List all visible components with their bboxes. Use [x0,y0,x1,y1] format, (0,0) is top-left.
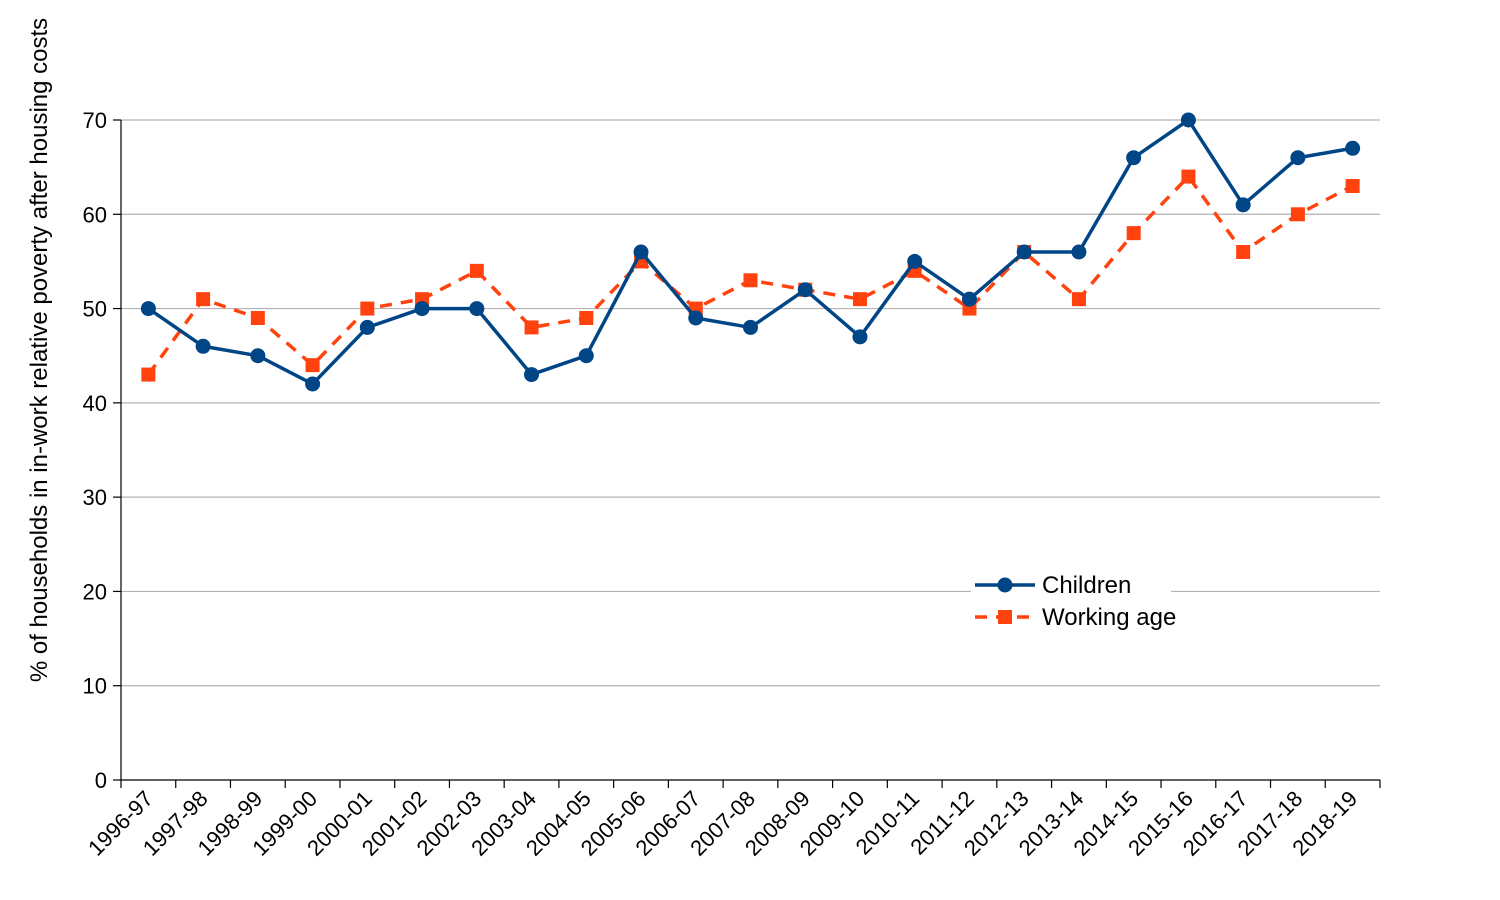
data-point [359,319,375,335]
y-tick-label: 0 [95,768,107,793]
legend-item: Children [975,572,1131,599]
data-point [196,292,211,307]
gridlines [121,119,1380,687]
data-point [743,319,758,335]
data-point [1071,244,1087,260]
legend-label: Working age [1042,604,1176,631]
data-point [1345,140,1361,156]
data-point [140,301,156,317]
data-point [633,244,649,260]
data-point [250,311,265,325]
y-axis-title: % of households in in-work relative pove… [26,18,53,682]
data-point [524,367,540,383]
data-point [360,301,375,316]
data-point [1126,150,1142,166]
data-point [961,291,977,307]
legend-item: Working age [975,604,1176,631]
legend-marker [997,577,1013,593]
data-point [1180,112,1196,128]
y-tick-label: 30 [83,485,107,510]
data-point [1016,244,1032,260]
legend: Children Working age [971,565,1176,631]
data-point [141,367,156,382]
data-point [414,301,430,317]
data-point [1071,292,1086,307]
y-axis-ticks: 0 10 20 30 40 50 60 70 [83,108,121,793]
series-layer [140,112,1361,392]
data-point [688,310,704,326]
data-point [305,376,321,392]
data-point [469,263,484,278]
series-line [147,118,1353,386]
data-point [305,358,320,373]
data-point [469,301,485,317]
data-point [1236,245,1251,259]
x-axis-ticks: 1996-971997-981998-991999-002000-012001-… [83,780,1381,861]
data-point [578,348,594,364]
data-point [524,320,539,335]
axes [120,120,1380,781]
data-point [195,338,211,354]
legend-label: Children [1042,572,1131,599]
data-point [1290,150,1306,166]
series-children [140,112,1361,392]
data-point [579,311,594,325]
data-point [1126,226,1141,241]
data-point [797,282,813,298]
y-tick-label: 70 [83,108,107,133]
data-point [1345,179,1360,193]
y-tick-label: 10 [83,674,107,699]
data-point [1235,197,1251,213]
data-point [1290,207,1305,222]
data-point [250,348,266,364]
data-point [1181,169,1196,184]
data-point [852,329,868,345]
data-point [852,292,867,307]
y-tick-label: 60 [83,202,107,227]
series-working-age [141,169,1360,382]
data-point [907,253,923,269]
legend-marker [998,610,1012,624]
y-tick-label: 50 [83,297,107,322]
y-tick-label: 20 [83,579,107,604]
data-point [743,273,758,288]
y-tick-label: 40 [83,391,107,416]
